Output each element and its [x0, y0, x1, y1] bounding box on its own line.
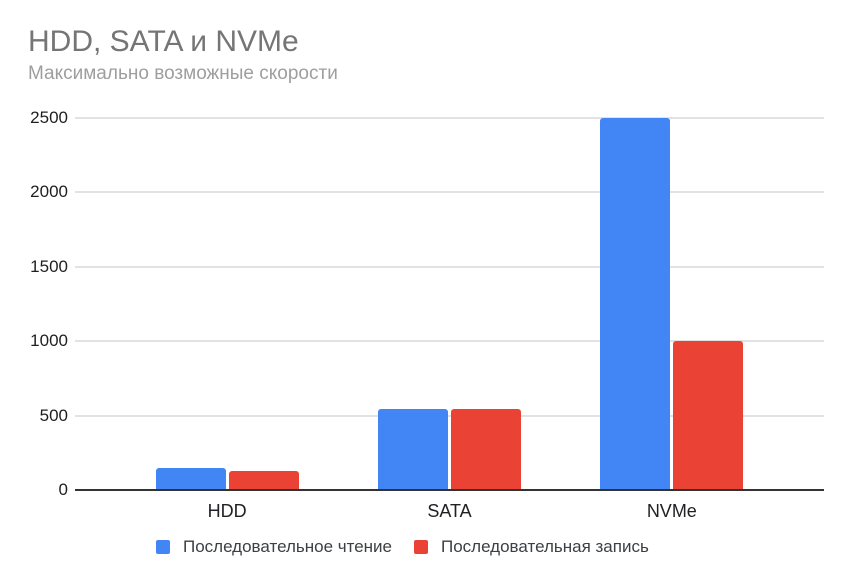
chart-title: HDD, SATA и NVMe — [28, 25, 299, 58]
y-axis-tick-label-2000: 2000 — [30, 182, 68, 202]
y-axis-tick-label-2500: 2500 — [30, 108, 68, 127]
x-axis-label-sata: SATA — [427, 501, 472, 521]
chart-subtitle: Максимально возможные скорости — [28, 63, 338, 84]
bar-write-nvme[interactable] — [673, 341, 744, 490]
y-axis-tick-label-0: 0 — [58, 480, 68, 499]
x-axis-label-nvme: NVMe — [646, 501, 697, 521]
y-axis-tick-label-1000: 1000 — [30, 331, 68, 351]
bar-write-hdd[interactable] — [228, 470, 299, 490]
gridline-2500 — [75, 117, 824, 119]
legend-marker-read — [156, 540, 170, 554]
legend-item-write[interactable]: Последовательная запись — [414, 537, 649, 557]
bar-write-sata[interactable] — [451, 408, 521, 490]
bar-read-sata[interactable] — [378, 408, 448, 490]
legend: Последовательное чтение Последовательная… — [156, 537, 649, 557]
plot-area — [75, 117, 824, 491]
gridline-2000 — [75, 191, 824, 194]
gridline-1000 — [75, 340, 824, 343]
legend-marker-write — [414, 540, 428, 554]
gridline-500 — [75, 414, 824, 417]
legend-item-read[interactable]: Последовательное чтение — [156, 537, 392, 557]
legend-label-read: Последовательное чтение — [183, 537, 392, 556]
x-axis-label-hdd: HDD — [207, 501, 247, 521]
y-axis-tick-label-1500: 1500 — [30, 256, 68, 276]
gridline-1500 — [75, 265, 824, 268]
bar-read-hdd[interactable] — [155, 467, 226, 490]
legend-label-write: Последовательная запись — [441, 537, 649, 556]
x-axis-baseline — [75, 489, 824, 491]
y-axis-tick-label-500: 500 — [39, 405, 68, 425]
bar-read-nvme[interactable] — [600, 118, 671, 490]
